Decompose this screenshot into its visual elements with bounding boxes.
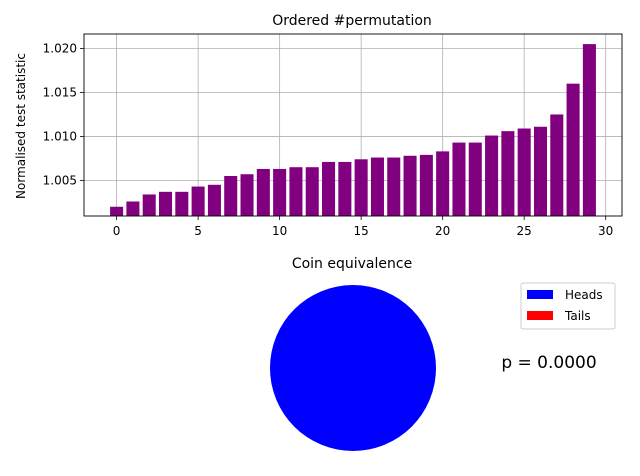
bar-chart-bar-24 bbox=[501, 131, 515, 216]
bar-chart-bar-12 bbox=[305, 167, 319, 216]
bar-chart-bar-28 bbox=[566, 83, 580, 216]
legend-swatch-heads bbox=[527, 290, 553, 299]
p-value-annotation: p = 0.0000 bbox=[501, 353, 596, 373]
bar-chart-xtick-label: 0 bbox=[113, 224, 121, 238]
bar-chart-yticks: 1.005 1.010 1.015 1.020 bbox=[43, 42, 84, 187]
bar-chart-ylabel: Normalised test statistic bbox=[14, 53, 28, 199]
bar-chart-bar-19 bbox=[419, 154, 433, 216]
bar-chart-bar-15 bbox=[354, 159, 368, 216]
bar-chart-xticks: 0 5 10 15 20 25 30 bbox=[113, 216, 613, 238]
bar-chart-bar-7 bbox=[224, 175, 238, 216]
bar-chart-bar-4 bbox=[175, 191, 189, 216]
legend-label-heads: Heads bbox=[565, 288, 603, 302]
bar-chart-ytick-label: 1.010 bbox=[43, 129, 77, 143]
pie-chart: Coin equivalence Heads Tails p = 0.0000 bbox=[270, 256, 616, 451]
bar-chart-frame bbox=[83, 33, 623, 217]
bar-chart-bar-2 bbox=[142, 194, 156, 216]
bar-chart-bars bbox=[110, 44, 596, 216]
bar-chart-bar-25 bbox=[517, 128, 531, 216]
bar-chart-xtick-label: 25 bbox=[517, 224, 532, 238]
bar-chart-bar-29 bbox=[582, 44, 596, 216]
bar-chart-bar-1 bbox=[126, 201, 140, 216]
bar-chart-ytick-label: 1.015 bbox=[43, 85, 77, 99]
bar-chart-bar-13 bbox=[322, 161, 336, 216]
bar-chart-bar-14 bbox=[338, 161, 352, 216]
bar-chart-xtick-label: 20 bbox=[435, 224, 450, 238]
bar-chart-title: Ordered #permutation bbox=[272, 13, 432, 29]
bar-chart-bar-26 bbox=[533, 126, 548, 216]
bar-chart-bar-0 bbox=[110, 206, 124, 216]
bar-chart-ytick-label: 1.020 bbox=[43, 42, 77, 56]
bar-chart-xtick-label: 15 bbox=[354, 224, 369, 238]
pie-legend: Heads Tails bbox=[520, 282, 616, 330]
bar-chart-bar-3 bbox=[158, 191, 173, 216]
bar-chart-bar-16 bbox=[370, 157, 384, 216]
bar-chart-bar-6 bbox=[207, 184, 221, 216]
bar-chart-bar-23 bbox=[485, 135, 499, 216]
legend-swatch-tails bbox=[527, 311, 553, 320]
bar-chart-xtick-label: 5 bbox=[194, 224, 202, 238]
bar-chart-bar-5 bbox=[191, 186, 205, 216]
bar-chart: Ordered #permutation Normalised test sta… bbox=[14, 13, 623, 238]
bar-chart-xtick-label: 30 bbox=[598, 224, 613, 238]
bar-chart-bar-18 bbox=[403, 155, 417, 216]
pie-slice-heads bbox=[270, 285, 436, 451]
bar-chart-bar-17 bbox=[387, 157, 401, 216]
bar-chart-bar-9 bbox=[256, 168, 270, 216]
legend-label-tails: Tails bbox=[564, 309, 591, 323]
pie-chart-title: Coin equivalence bbox=[292, 256, 412, 272]
bar-chart-bar-27 bbox=[550, 114, 564, 216]
bar-chart-bar-11 bbox=[289, 167, 303, 216]
bar-chart-bar-22 bbox=[468, 142, 482, 216]
bar-chart-bar-21 bbox=[452, 142, 466, 216]
bar-chart-ytick-label: 1.005 bbox=[43, 173, 77, 187]
bar-chart-bar-10 bbox=[273, 168, 287, 216]
bar-chart-bar-20 bbox=[436, 151, 450, 216]
pie-slices bbox=[270, 285, 436, 451]
bar-chart-xtick-label: 10 bbox=[272, 224, 287, 238]
bar-chart-grid bbox=[84, 34, 622, 216]
bar-chart-bar-8 bbox=[240, 174, 254, 216]
